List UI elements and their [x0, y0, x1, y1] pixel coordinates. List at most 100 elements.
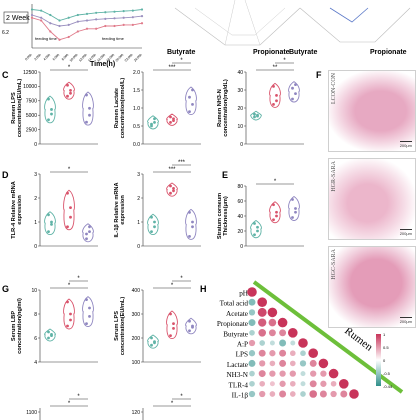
heatmap-cell [269, 350, 276, 357]
data-point [69, 206, 72, 210]
heatmap-cell [289, 391, 296, 397]
data-point [66, 324, 69, 328]
histology-image-lcon: LCON-CON 200μm [328, 70, 416, 152]
heatmap-cell [268, 329, 276, 337]
y-tick-label: 0.0 [133, 142, 140, 148]
data-point [66, 83, 69, 87]
data-point [169, 184, 172, 188]
violin-outline [185, 86, 197, 116]
data-point [172, 119, 175, 122]
data-point [153, 225, 156, 229]
scatter-panel: 0 2500 5000 7500 10000 12500 Rumen LPS concentr… [11, 65, 98, 148]
y-tick-label: 200 [132, 336, 141, 342]
data-point [191, 220, 194, 224]
data-point [47, 97, 50, 101]
data-point [253, 233, 256, 237]
y-tick-label: 6.2 [2, 30, 9, 36]
heatmap-cell [249, 380, 255, 387]
series-point [95, 18, 98, 21]
data-point [150, 215, 153, 219]
scatter-panel: 1100 * * [26, 394, 88, 420]
series-point [58, 38, 61, 41]
y-tick-label: 0 [34, 244, 37, 250]
heatmap-cell [248, 390, 256, 398]
heatmap-row-label: IL-1β [232, 392, 249, 400]
series-point [131, 23, 134, 26]
data-point [272, 85, 275, 88]
series-point [113, 24, 116, 28]
heatmap-cell [309, 359, 317, 367]
x-tick-label: 12:00h [78, 53, 88, 63]
heatmap-cell [249, 329, 255, 336]
significance-label: *** [178, 160, 186, 166]
data-point [47, 330, 50, 334]
data-point [153, 220, 156, 224]
violin-outline [63, 81, 75, 100]
data-point [47, 230, 50, 234]
violin-outline [63, 298, 75, 330]
panel-letter-d: D [2, 170, 9, 180]
data-point [275, 94, 278, 97]
heatmap-cell [269, 391, 276, 397]
histology-label: LCON-CON [331, 73, 337, 104]
series-point [67, 16, 70, 19]
y-tick-label: 400 [132, 288, 141, 294]
data-point [88, 306, 91, 310]
heatmap-cell [289, 350, 296, 357]
heatmap-cell [340, 390, 348, 398]
x-tick-label: 6:00h [52, 53, 61, 62]
violin-outline [147, 334, 159, 349]
radar-chart-right: Butyrate Propionate [289, 7, 411, 56]
radar-web [174, 7, 301, 46]
heatmap-cell [320, 380, 327, 387]
y-axis-label: IL-1β Relative mRNA [114, 182, 120, 237]
y-axis-label: concentration(EU/mL) [120, 297, 126, 356]
x-tick-label: 10:00h [69, 53, 79, 63]
heatmap-row-label: Acetate [226, 310, 248, 318]
y-tick-label: 3 [137, 172, 140, 178]
heatmap-cell [330, 390, 337, 398]
series-line [31, 9, 143, 21]
heatmap-cell [320, 370, 327, 377]
legend-tick-label: -0.44 [383, 384, 393, 389]
data-point [47, 118, 50, 122]
data-point [275, 214, 278, 218]
violin-outline [44, 95, 56, 124]
heatmap-row-label: LPS [236, 351, 248, 359]
violin-outline [44, 328, 56, 342]
data-point [85, 93, 88, 97]
heatmap-row-label: Total acid [220, 300, 249, 308]
heatmap-cell [259, 390, 266, 398]
heatmap-cell [269, 370, 276, 377]
data-point [275, 99, 278, 103]
heatmap-cell [279, 339, 287, 347]
y-tick-label: 3 [34, 172, 37, 178]
x-tick-label: 20:00h [115, 53, 125, 63]
data-point [85, 232, 88, 236]
series-point [40, 9, 43, 12]
data-point [88, 225, 91, 229]
data-point [85, 237, 88, 241]
y-tick-label: 2 [137, 196, 140, 202]
data-point [291, 216, 294, 219]
y-tick-label: 8 [34, 312, 37, 318]
data-point [272, 203, 275, 207]
data-point [50, 108, 53, 111]
significance-label: *** [168, 65, 176, 71]
panel-letter-c: C [2, 70, 9, 80]
data-point [150, 336, 153, 340]
significance-label: * [180, 394, 183, 400]
panel-letter-h: H [200, 284, 207, 294]
series-point [104, 24, 107, 28]
heatmap-cell [300, 381, 306, 387]
heatmap-row-label: pH [239, 290, 248, 298]
heatmap-cell [248, 298, 256, 306]
data-point [85, 120, 88, 124]
heatmap-cell [309, 380, 317, 388]
y-tick-label: 12500 [23, 70, 37, 76]
radar-spoke [244, 0, 261, 46]
y-axis-label: Rumen LPS [11, 92, 17, 124]
series-point [104, 17, 107, 20]
series-point [58, 24, 61, 28]
